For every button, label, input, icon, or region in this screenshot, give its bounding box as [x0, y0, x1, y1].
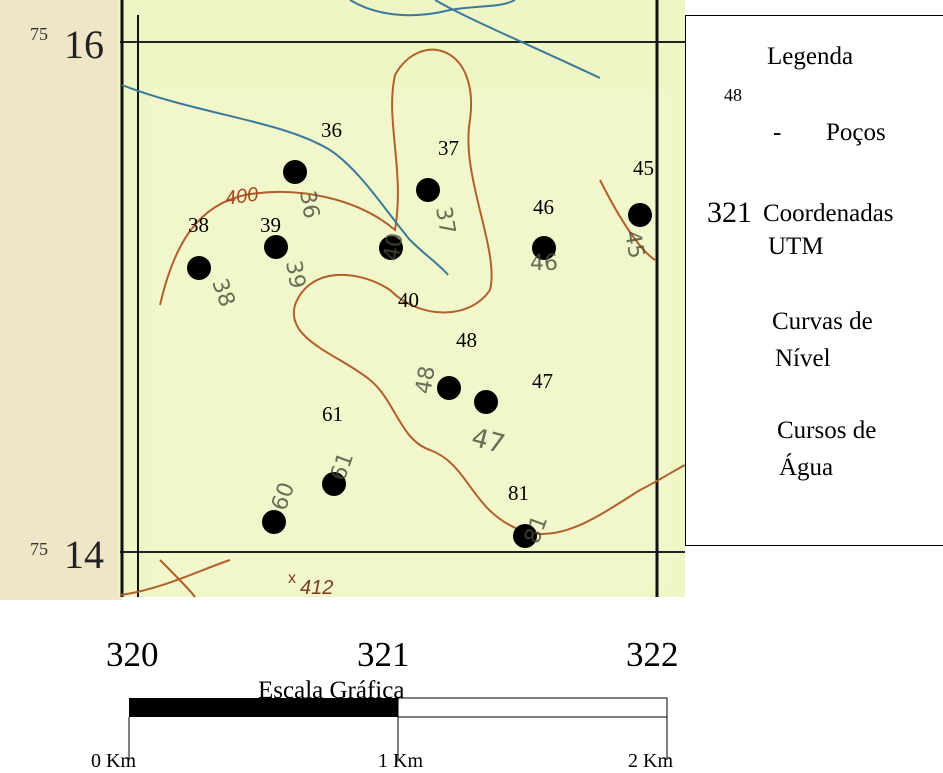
contour-line	[599, 179, 656, 261]
map-handwritten-well-number: 46	[530, 251, 558, 276]
legend-contour-line2: Nível	[775, 345, 831, 372]
well-label: 81	[508, 481, 529, 505]
well-point[interactable]	[474, 390, 498, 414]
well-point[interactable]	[283, 160, 307, 184]
well-point[interactable]	[264, 235, 288, 259]
legend-wells-label: Poços	[826, 119, 886, 146]
contour-lines	[119, 48, 686, 598]
well-label: 36	[321, 118, 342, 142]
stream-line	[121, 84, 449, 276]
legend-water-line2: Água	[779, 454, 834, 481]
contour-label-prefix: x	[288, 570, 296, 587]
contour-line	[159, 48, 686, 535]
well-label: 38	[188, 213, 209, 237]
well-label: 45	[633, 156, 654, 180]
utm-northing-prefix: 75	[30, 24, 48, 44]
scale-bar-black	[129, 698, 398, 717]
map-handwritten-well-number: 36	[294, 189, 323, 221]
utm-northing-label: 16	[64, 22, 104, 67]
legend-utm-label-line1: Coordenadas	[763, 200, 894, 227]
utm-northing-prefix: 75	[30, 539, 48, 559]
scale-tick-label: 0 Km	[91, 750, 136, 772]
map-handwritten-well-number: 39	[280, 259, 309, 291]
scale-bar-white	[397, 697, 668, 718]
well-label: 61	[322, 402, 343, 426]
well-point[interactable]	[628, 203, 652, 227]
legend-utm-sample: 321	[707, 196, 752, 229]
legend-utm-label-line2: UTM	[768, 233, 824, 260]
well-label: 39	[260, 213, 281, 237]
well-point[interactable]	[532, 236, 556, 260]
well-point[interactable]	[416, 178, 440, 202]
well-point[interactable]	[513, 524, 537, 548]
contour-label: 412	[300, 577, 333, 599]
utm-easting-label: 321	[357, 635, 410, 674]
map-handwritten-well-number: 37	[430, 205, 459, 237]
well-label: 37	[438, 136, 459, 160]
legend-wells-dash: -	[773, 119, 782, 146]
map-handwritten-well-number: 40	[379, 231, 408, 263]
well-point[interactable]	[262, 510, 286, 534]
well-point[interactable]	[187, 256, 211, 280]
well-label: 47	[532, 369, 553, 393]
scale-tick-label: 1 Km	[378, 750, 423, 772]
wells	[187, 160, 652, 548]
stream-line	[349, 0, 516, 17]
well-label: 48	[456, 328, 477, 352]
contour-line	[159, 559, 196, 598]
utm-northing-label: 14	[64, 532, 104, 577]
legend-contour-line1: Curvas de	[772, 308, 873, 335]
scale-tick-label: 2 Km	[628, 750, 673, 772]
left-paper-strip	[0, 0, 122, 600]
scale-bar-title: Escala Gráfica	[258, 677, 405, 704]
streams	[121, 0, 601, 276]
utm-easting-label: 320	[106, 635, 159, 674]
legend-panel	[685, 15, 943, 546]
map-handwritten-well-number: 45	[619, 229, 648, 261]
well-point[interactable]	[322, 472, 346, 496]
map-highlight	[150, 90, 670, 590]
utm-easting-label: 322	[626, 635, 679, 674]
stream-line	[434, 0, 601, 79]
legend-water-line1: Cursos de	[777, 417, 877, 444]
well-label: 40	[398, 288, 419, 312]
legend-well-sample-number: 48	[724, 85, 742, 105]
contour-label: 400	[224, 184, 260, 210]
well-point[interactable]	[379, 236, 403, 260]
well-point[interactable]	[437, 376, 461, 400]
well-label: 46	[533, 195, 554, 219]
map-handwritten-well-number: 48	[411, 364, 440, 396]
legend-title: Legenda	[767, 43, 854, 70]
